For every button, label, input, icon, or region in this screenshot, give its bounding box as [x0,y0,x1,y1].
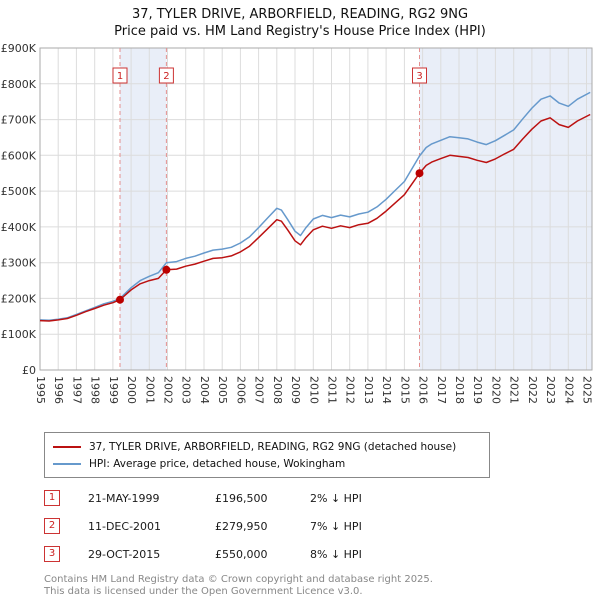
y-axis-label: £900K [1,42,37,55]
chart-legend: 37, TYLER DRIVE, ARBORFIELD, READING, RG… [44,432,490,478]
sale-number-badge: 1 [44,490,60,506]
x-axis-label: 2003 [180,376,193,404]
ownership-band [120,48,167,370]
x-axis-label: 1997 [70,376,83,404]
chart-header: 37, TYLER DRIVE, ARBORFIELD, READING, RG… [0,0,600,40]
x-axis-label: 2011 [326,376,339,404]
sale-number-box-label: 2 [163,71,169,82]
sale-number-box-2 [158,67,174,84]
sale-date: 29-OCT-2015 [88,547,161,561]
price-chart: 1 2 3 £0 £100K £200K £300K £400K £500K £600K £700K… [1,42,594,404]
x-axis-label: 2010 [307,376,320,404]
x-axis-label: 1995 [34,376,47,404]
sale-price: £196,500 [215,491,268,505]
x-axis-label: 2019 [471,376,484,404]
sale-price: £550,000 [215,547,268,561]
legend-item-price-paid: 37, TYLER DRIVE, ARBORFIELD, READING, RG… [53,438,481,455]
sale-price: £279,950 [215,519,268,533]
x-axis-label: 2002 [162,376,175,404]
x-axis-label: 2006 [234,376,247,404]
sale-hpi-delta: 8% ↓ HPI [310,547,362,561]
hpi-line-key-icon [53,462,81,465]
sale-number-box-label: 3 [416,71,422,82]
x-axis-label: 2024 [562,376,575,404]
x-axis-label: 2008 [271,376,284,404]
price-paid-line-key-icon [53,445,81,448]
x-axis-label: 2000 [125,376,138,404]
sale-marker-3 [415,169,424,178]
x-axis-label: 2022 [526,376,539,404]
x-axis-label: 2004 [198,376,211,404]
sale-number-box-label: 1 [117,71,123,82]
sale-number-badge: 3 [44,546,60,562]
table-row: 1 21-MAY-1999 £196,500 2% ↓ HPI [44,490,600,506]
x-axis-label: 1996 [52,376,65,404]
x-axis-label: 2023 [544,376,557,404]
x-axis-label: 2013 [362,376,375,404]
sale-number-badge: 2 [44,518,60,534]
legend-label: HPI: Average price, detached house, Woki… [89,457,346,470]
x-axis-label: 2020 [489,376,502,404]
sale-number-box-1 [112,67,128,84]
ownership-band [419,48,592,370]
y-axis-label: £600K [1,149,37,162]
x-axis-label: 2001 [143,376,156,404]
x-axis-label: 2005 [216,376,229,404]
legend-label: 37, TYLER DRIVE, ARBORFIELD, READING, RG… [89,440,457,453]
hpi-line [39,91,591,322]
x-axis-label: 2009 [289,376,302,404]
x-axis-label: 2016 [417,376,430,404]
x-axis-label: 1999 [107,376,120,404]
sale-hpi-delta: 2% ↓ HPI [310,491,362,505]
sale-marker-2 [162,265,171,274]
x-axis-label: 1998 [89,376,102,404]
price-paid-line [39,113,591,322]
sale-number-box-3 [412,67,427,84]
y-axis-label: £200K [1,292,37,305]
x-axis-label: 2012 [344,376,357,404]
x-axis-label: 2025 [581,376,594,404]
table-row: 2 11-DEC-2001 £279,950 7% ↓ HPI [44,518,600,534]
page-title: 37, TYLER DRIVE, ARBORFIELD, READING, RG… [131,7,469,22]
page-subtitle: Price paid vs. HM Land Registry's House … [114,24,486,39]
y-axis-label: £100K [1,328,37,341]
sale-date: 21-MAY-1999 [88,491,160,505]
x-axis-label: 2021 [508,376,521,404]
sale-hpi-delta: 7% ↓ HPI [310,519,362,533]
transactions-table: 1 21-MAY-1999 £196,500 2% ↓ HPI 2 11-DEC… [44,490,600,562]
x-axis-label: 2017 [435,376,448,404]
y-axis-label: £800K [1,78,37,91]
x-axis-label: 2015 [398,376,411,404]
footer-line-2: This data is licensed under the Open Gov… [44,586,363,597]
y-axis-label: £400K [1,221,37,234]
legend-item-hpi: HPI: Average price, detached house, Woki… [53,455,481,472]
y-axis-label: £700K [1,114,37,127]
x-axis-label: 2014 [380,376,393,404]
footer-line-1: Contains HM Land Registry data © Crown c… [44,574,433,585]
sale-date: 11-DEC-2001 [88,519,162,533]
plot-frame [39,47,593,371]
y-axis-label: £0 [22,364,36,377]
license-footer: Contains HM Land Registry data © Crown c… [44,574,600,598]
table-row: 3 29-OCT-2015 £550,000 8% ↓ HPI [44,546,600,562]
y-axis-label: £300K [1,257,37,270]
y-axis-label: £500K [1,185,37,198]
sale-marker-1 [116,295,124,304]
x-axis-label: 2007 [253,376,266,404]
x-axis-label: 2018 [453,376,466,404]
